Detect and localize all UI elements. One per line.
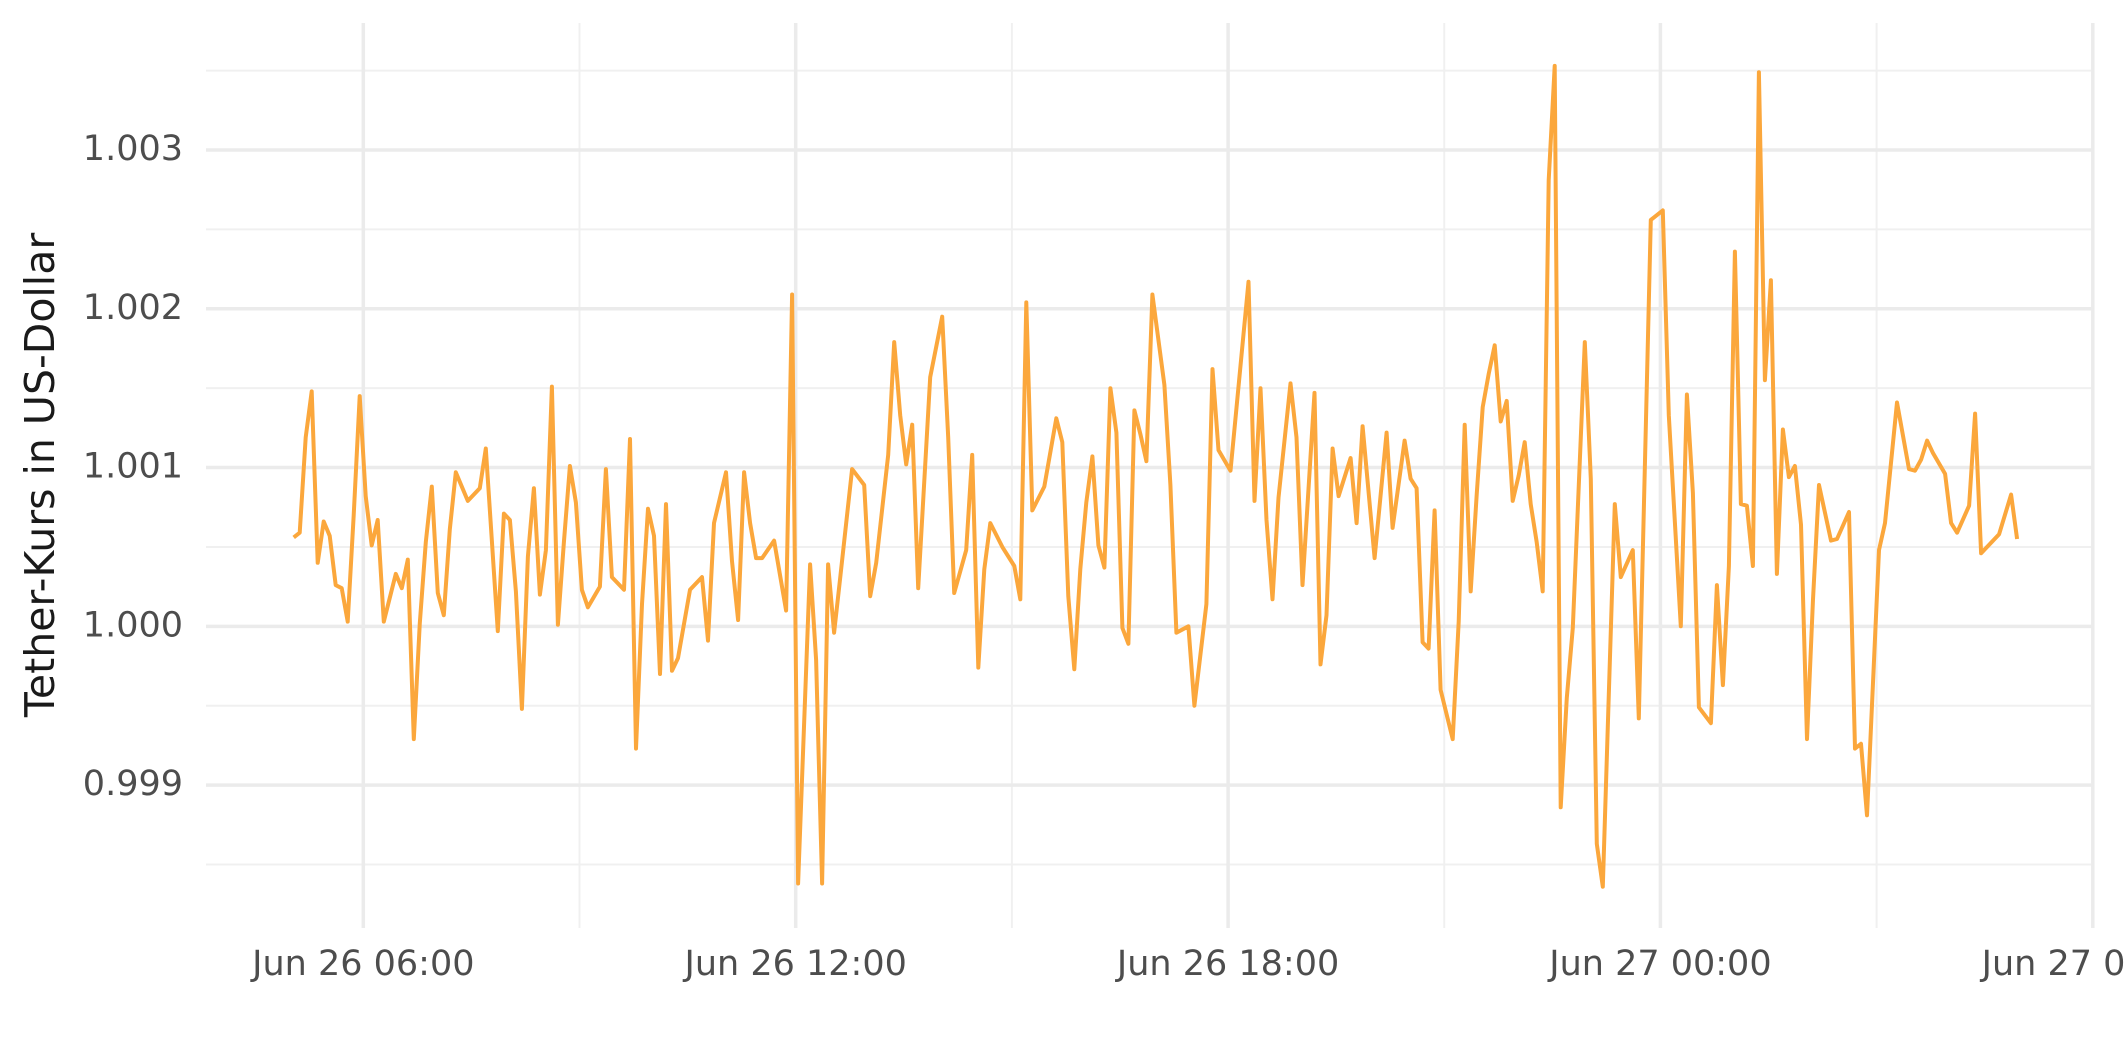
y-tick-label: 1.000 — [83, 605, 183, 645]
y-tick-label: 0.999 — [83, 764, 183, 804]
y-axis-title: Tether-Kurs in US-Dollar — [16, 233, 64, 718]
y-tick-label: 1.001 — [83, 447, 183, 487]
y-tick-label: 1.002 — [83, 288, 183, 328]
y-tick-label: 1.003 — [83, 129, 183, 169]
x-tick-label: Jun 26 12:00 — [683, 944, 907, 984]
x-tick-label: Jun 26 06:00 — [250, 944, 474, 984]
x-tick-label: Jun 27 06:00 — [1980, 944, 2125, 984]
x-tick-label: Jun 26 18:00 — [1115, 944, 1339, 984]
data-line — [292, 63, 2020, 889]
x-tick-label: Jun 27 00:00 — [1547, 944, 1771, 984]
